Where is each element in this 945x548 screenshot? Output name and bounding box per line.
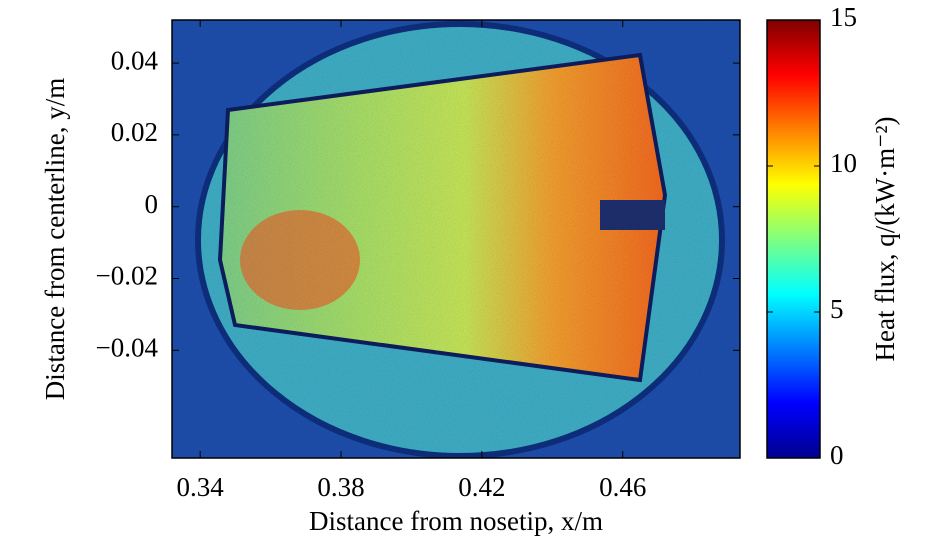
y-tick-label: −0.04: [96, 332, 159, 362]
heatmap-image: [172, 20, 740, 458]
y-axis-label: Distance from centerline, y/m: [40, 78, 70, 400]
x-tick-label: 0.38: [317, 472, 364, 502]
colorbar-tick-label: 15: [830, 2, 857, 32]
plot-frame: [171, 19, 741, 459]
y-tick-label: −0.02: [96, 261, 158, 291]
colorbar: [766, 19, 821, 459]
colorbar-tick-label: 5: [830, 294, 844, 324]
x-tick-label: 0.42: [458, 472, 505, 502]
x-axis-label: Distance from nosetip, x/m: [309, 506, 603, 536]
x-tick-label: 0.34: [177, 472, 225, 502]
colorbar-tick-label: 0: [830, 440, 844, 470]
colorbar-tick-label: 10: [830, 148, 857, 178]
y-tick-label: 0.04: [111, 45, 159, 75]
colorbar-label: Heat flux, q/(kW·m⁻²): [870, 116, 900, 361]
y-tick-label: 0.02: [111, 117, 158, 147]
x-tick-label: 0.46: [599, 472, 646, 502]
y-tick-label: 0: [145, 189, 159, 219]
